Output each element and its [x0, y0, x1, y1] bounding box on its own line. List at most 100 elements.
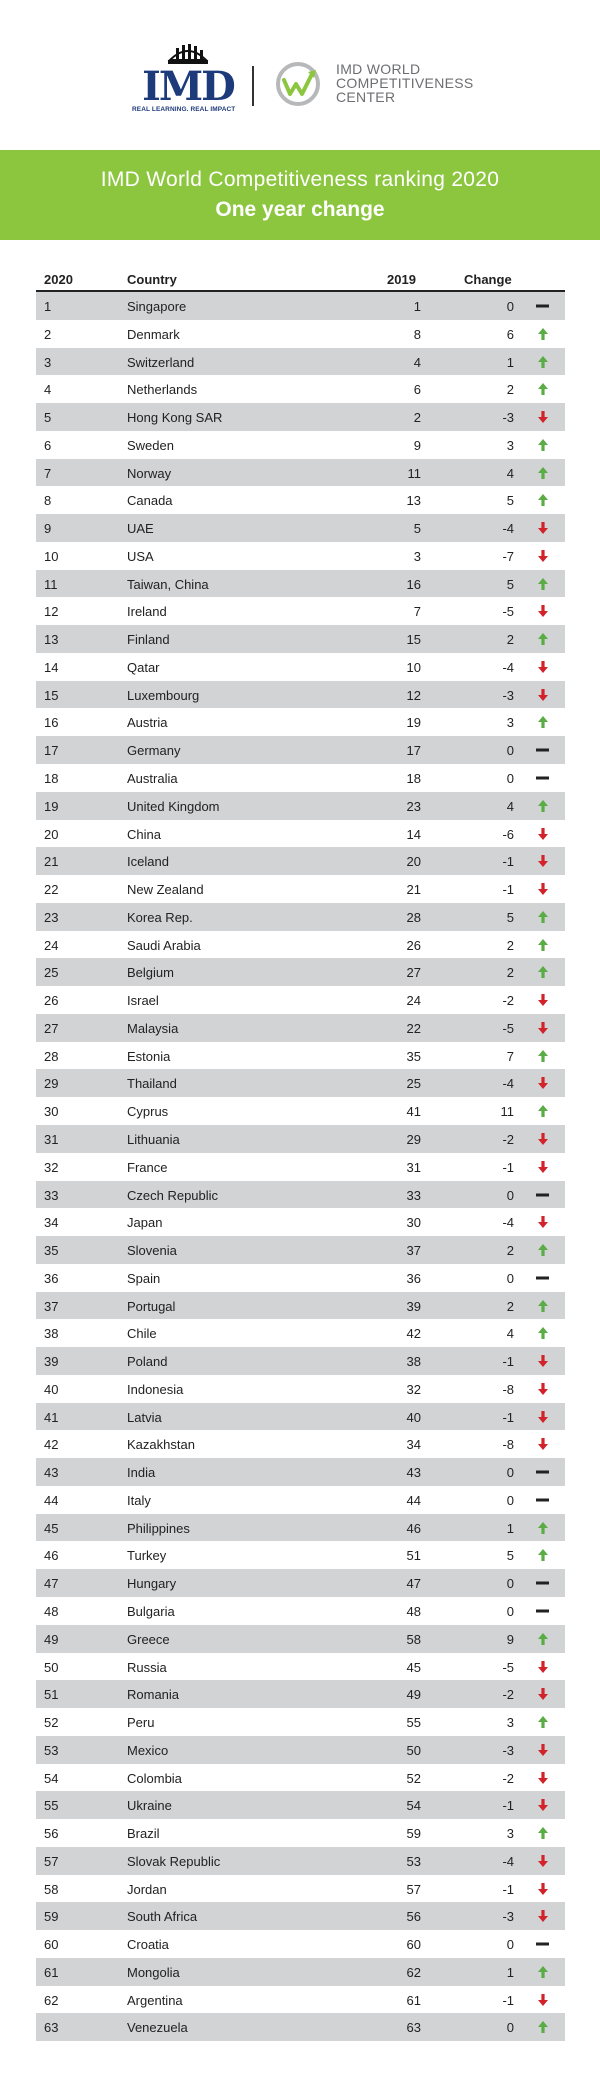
rank-2019-cell: 62 [406, 1964, 421, 1980]
rank-2020-cell: 55 [44, 1798, 59, 1814]
arrow-up-icon [536, 577, 550, 591]
rank-2019-cell: 10 [406, 659, 421, 675]
rank-2019-cell: 33 [406, 1187, 421, 1203]
arrow-down-icon [536, 993, 550, 1007]
table-body: 1 Singapore 1 0 2 Denmark 8 6 3 Switzerland 4 1 4 Net… [36, 292, 565, 2042]
arrow-down-icon [536, 549, 550, 563]
rank-2019-cell: 32 [406, 1381, 421, 1397]
dash-icon [536, 1271, 550, 1285]
country-cell: Netherlands [127, 382, 198, 398]
country-cell: Cyprus [127, 1104, 169, 1120]
arrow-up-icon [536, 382, 550, 396]
country-cell: Ukraine [127, 1798, 172, 1814]
table-row: 13 Finland 15 2 [36, 625, 565, 653]
rank-2019-cell: 52 [406, 1770, 421, 1786]
country-cell: Russia [127, 1659, 167, 1675]
table-row: 15 Luxembourg 12 -3 [36, 680, 565, 709]
rank-2020-cell: 25 [44, 965, 59, 981]
country-cell: Japan [127, 1215, 163, 1231]
change-cell: 5 [506, 493, 514, 509]
table-row: 29 Thailand 25 -4 [36, 1069, 565, 1098]
country-cell: Brazil [127, 1826, 160, 1842]
table-row: 48 Bulgaria 48 0 [36, 1597, 565, 1625]
rank-2019-cell: 19 [406, 715, 421, 731]
rank-2019-cell: 11 [407, 465, 422, 481]
arrow-down-icon [536, 1021, 550, 1035]
table-row: 19 United Kingdom 23 4 [36, 791, 565, 820]
arrow-down-icon [536, 1132, 550, 1146]
rank-2019-cell: 53 [406, 1853, 421, 1869]
change-cell: -2 [502, 1770, 514, 1786]
rank-2020-cell: 32 [44, 1159, 59, 1175]
rank-2019-cell: 47 [406, 1576, 421, 1592]
rank-2019-cell: 51 [406, 1548, 421, 1564]
rank-2019-cell: 14 [406, 826, 421, 842]
change-cell: -7 [502, 548, 514, 564]
country-cell: New Zealand [127, 882, 204, 898]
table-row: 36 Spain 36 0 [36, 1264, 565, 1292]
rank-2020-cell: 15 [44, 687, 59, 703]
arrow-up-icon [536, 438, 550, 452]
change-cell: 3 [506, 437, 514, 453]
rank-2020-cell: 34 [44, 1215, 59, 1231]
rank-2020-cell: 30 [44, 1104, 59, 1120]
rank-2020-cell: 39 [44, 1354, 59, 1370]
rank-2020-cell: 18 [44, 771, 59, 787]
change-cell: 0 [506, 1492, 514, 1508]
table-header: 2020 Country 2019 Change [36, 268, 565, 292]
arrow-down-icon [536, 604, 550, 618]
rank-2020-cell: 12 [44, 604, 59, 620]
rank-2020-cell: 19 [44, 798, 59, 814]
competitiveness-center-name: IMD WORLD COMPETITIVENESS CENTER [336, 62, 496, 104]
arrow-up-icon [536, 1548, 550, 1562]
rank-2020-cell: 14 [44, 659, 59, 675]
rank-2019-cell: 46 [406, 1520, 421, 1536]
rank-2020-cell: 51 [44, 1687, 59, 1703]
change-cell: 1 [506, 1520, 514, 1536]
arrow-down-icon [536, 521, 550, 535]
country-cell: Denmark [127, 326, 180, 342]
arrow-down-icon [536, 410, 550, 424]
change-cell: 7 [506, 1048, 514, 1064]
change-cell: -1 [502, 1798, 514, 1814]
table-row: 9 UAE 5 -4 [36, 514, 565, 542]
rank-2019-cell: 1 [413, 299, 421, 314]
table-row: 59 South Africa 56 -3 [36, 1902, 565, 1931]
change-cell: 0 [506, 2020, 514, 2036]
table-row: 25 Belgium 27 2 [36, 958, 565, 987]
rank-2020-cell: 17 [44, 743, 59, 759]
change-cell: 3 [506, 1715, 514, 1731]
table-row: 54 Colombia 52 -2 [36, 1764, 565, 1792]
rank-2020-cell: 2 [44, 326, 52, 342]
rank-2019-cell: 6 [413, 382, 421, 398]
arrow-up-icon [536, 1299, 550, 1313]
rank-2020-cell: 48 [44, 1603, 59, 1619]
country-cell: Thailand [127, 1076, 177, 1092]
country-cell: Switzerland [127, 354, 195, 370]
rank-2020-cell: 50 [44, 1659, 59, 1675]
rank-2019-cell: 2 [413, 410, 421, 426]
change-cell: 4 [506, 798, 514, 814]
rank-2019-cell: 36 [406, 1270, 421, 1286]
rank-2020-cell: 31 [44, 1131, 59, 1147]
rank-2020-cell: 35 [44, 1243, 59, 1259]
arrow-down-icon [536, 688, 550, 702]
table-row: 43 India 43 0 [36, 1458, 565, 1486]
rank-2019-cell: 13 [406, 493, 421, 509]
country-cell: Bulgaria [127, 1603, 175, 1619]
change-cell: -3 [502, 687, 514, 703]
country-cell: Lithuania [127, 1131, 180, 1147]
rank-2020-cell: 27 [44, 1020, 59, 1036]
rank-2020-cell: 61 [44, 1964, 59, 1980]
rank-2019-cell: 5 [413, 521, 421, 537]
arrow-down-icon [536, 1410, 550, 1424]
rank-2019-cell: 45 [406, 1659, 421, 1675]
rank-2019-cell: 34 [406, 1437, 421, 1453]
country-cell: Colombia [127, 1770, 182, 1786]
dash-icon [536, 771, 550, 785]
table-row: 46 Turkey 51 5 [36, 1541, 565, 1569]
rank-2020-cell: 57 [44, 1853, 59, 1869]
country-cell: Saudi Arabia [127, 937, 201, 953]
country-cell: Chile [127, 1326, 157, 1342]
rank-2020-cell: 6 [44, 437, 52, 453]
